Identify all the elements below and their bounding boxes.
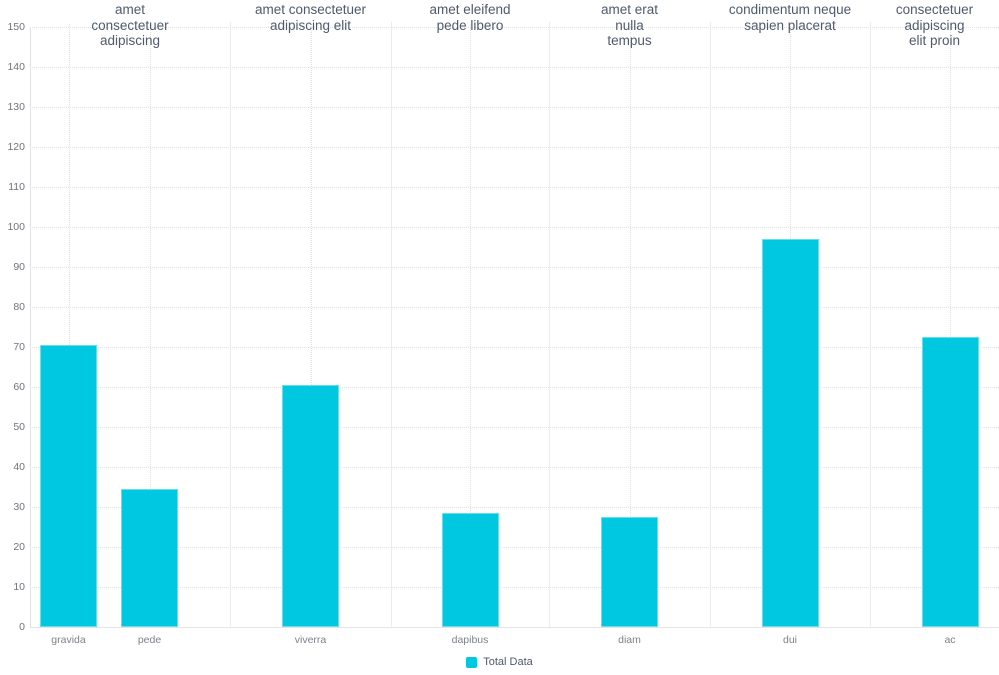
facet-divider — [549, 22, 550, 627]
facet-divider — [870, 22, 871, 627]
facet-title: consectetuer adipiscing elit proin — [895, 2, 974, 48]
facet-divider — [391, 22, 392, 627]
x-axis-line — [30, 627, 999, 628]
y-gridline — [30, 307, 999, 308]
x-axis-category-label: ac — [944, 634, 956, 646]
y-axis-tick-label: 60 — [13, 381, 25, 393]
facet-divider — [230, 22, 231, 627]
x-axis-category-label: dapibus — [451, 634, 489, 646]
y-gridline — [30, 427, 999, 428]
y-gridline — [30, 227, 999, 228]
y-gridline — [30, 507, 999, 508]
facet-divider — [710, 22, 711, 627]
bar-dui[interactable] — [761, 239, 819, 627]
bar-center-gridline — [149, 24, 151, 627]
y-axis-tick-label: 140 — [7, 61, 25, 73]
y-gridline — [30, 67, 999, 68]
y-gridline — [30, 187, 999, 188]
y-axis-tick-label: 100 — [7, 221, 25, 233]
bar-diam[interactable] — [601, 517, 658, 627]
y-axis-line — [30, 27, 31, 627]
y-axis-tick-label: 30 — [13, 501, 25, 513]
facet-title: amet consectetuer adipiscing — [91, 2, 169, 48]
y-gridline — [30, 267, 999, 268]
y-axis-tick-label: 110 — [8, 181, 25, 193]
y-axis-tick-label: 40 — [13, 461, 25, 473]
facet-title: amet erat nulla tempus — [600, 2, 659, 48]
y-gridline — [30, 27, 999, 28]
facet-title: amet eleifend pede libero — [429, 2, 511, 33]
y-axis-tick-label: 150 — [7, 21, 25, 33]
bar-viverra[interactable] — [282, 385, 339, 627]
y-axis-tick-label: 80 — [13, 301, 25, 313]
bar-dapibus[interactable] — [441, 513, 499, 627]
y-axis-tick-label: 50 — [13, 421, 25, 433]
x-axis-category-label: viverra — [294, 634, 327, 646]
y-gridline — [30, 107, 999, 108]
bar-pede[interactable] — [121, 489, 178, 627]
y-gridline — [30, 387, 999, 388]
bar-center-gridline — [950, 24, 951, 627]
y-axis-tick-label: 0 — [19, 621, 25, 633]
legend-label: Total Data — [483, 656, 533, 668]
y-axis-tick-label: 120 — [7, 141, 25, 153]
y-axis-tick-label: 90 — [13, 261, 25, 273]
y-gridline — [30, 547, 999, 548]
facet-title: amet consectetuer adipiscing elit — [254, 2, 367, 33]
bar-center-gridline — [310, 24, 312, 627]
y-axis-tick-label: 130 — [7, 101, 25, 113]
legend-swatch-icon — [466, 656, 478, 668]
y-axis-tick-label: 10 — [13, 581, 25, 593]
bar-ac[interactable] — [921, 337, 979, 627]
y-gridline — [30, 347, 999, 348]
bar-center-gridline — [470, 24, 471, 627]
x-axis-category-label: dui — [782, 634, 797, 646]
y-gridline — [30, 467, 999, 468]
y-axis-tick-label: 20 — [13, 541, 25, 553]
bar-center-gridline — [68, 24, 70, 627]
bar-center-gridline — [629, 24, 631, 627]
y-axis-tick-label: 70 — [13, 341, 25, 353]
x-axis-category-label: pede — [137, 634, 162, 646]
facet-title: condimentum neque sapien placerat — [728, 2, 852, 33]
bar-gravida[interactable] — [40, 345, 97, 627]
y-gridline — [30, 587, 999, 588]
x-axis-category-label: gravida — [51, 634, 86, 646]
x-axis-category-label: diam — [618, 634, 641, 646]
legend-item-total-data[interactable]: Total Data — [0, 656, 999, 668]
y-gridline — [30, 147, 999, 148]
